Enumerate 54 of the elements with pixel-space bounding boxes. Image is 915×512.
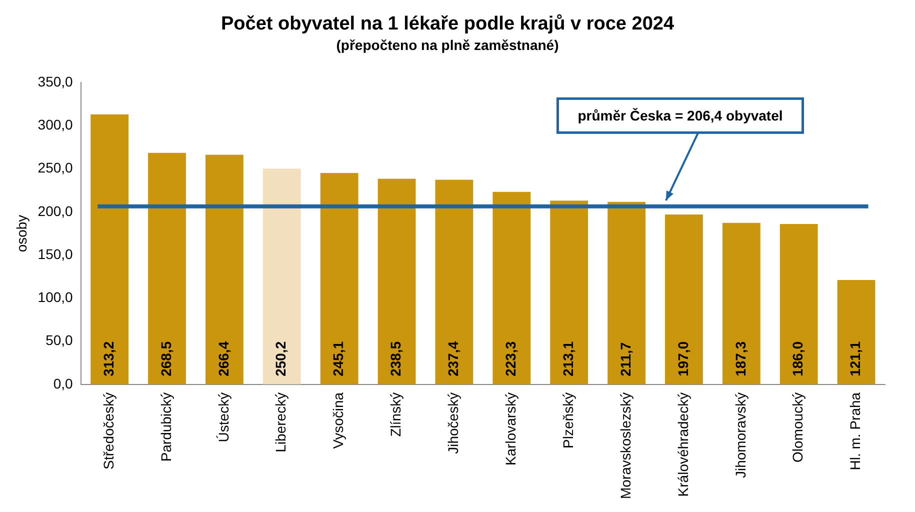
data-label: 213,1 xyxy=(560,341,576,376)
data-label: 197,0 xyxy=(674,341,691,376)
data-label: 187,3 xyxy=(732,341,748,376)
y-tick-label: 0,0 xyxy=(53,375,74,392)
x-tick-label: Olomoucký xyxy=(790,392,806,462)
x-tick-label: Pardubický xyxy=(158,392,174,462)
y-tick-label: 150,0 xyxy=(38,246,74,262)
bar xyxy=(90,114,129,384)
data-label: 237,4 xyxy=(445,341,462,376)
bar xyxy=(665,214,703,384)
y-tick-label: 250,0 xyxy=(38,160,74,176)
data-label: 121,1 xyxy=(847,341,864,376)
chart-subtitle: (přepočteno na plně zaměstnané) xyxy=(336,37,559,54)
chart-title: Počet obyvatel na 1 lékaře podle krajů v roce 2024 xyxy=(220,14,674,35)
bar xyxy=(148,152,186,384)
x-tick-label: Jihomoravský xyxy=(732,392,748,478)
x-tick-label: Královéhradecký xyxy=(674,392,691,497)
x-tick-label: Karlovarský xyxy=(502,392,518,466)
x-tick-label: Vysočina xyxy=(330,392,346,449)
x-tick-label: Hl. m. Praha xyxy=(847,392,864,470)
y-tick-label: 100,0 xyxy=(38,289,74,306)
data-label: 250,2 xyxy=(272,341,289,376)
bar xyxy=(492,192,531,384)
bar xyxy=(550,200,588,384)
bar xyxy=(262,168,301,384)
x-tick-label: Liberecký xyxy=(272,392,289,452)
y-tick-label: 350,0 xyxy=(38,73,74,90)
data-label: 268,5 xyxy=(158,341,174,376)
x-tick-label: Moravskoslezský xyxy=(617,392,634,500)
bar xyxy=(722,222,760,384)
bar xyxy=(320,173,358,384)
data-label: 238,5 xyxy=(388,341,404,376)
bar xyxy=(780,224,818,384)
bar xyxy=(837,280,876,384)
x-tick-label: Jihočeský xyxy=(445,392,462,454)
data-label: 223,3 xyxy=(502,341,518,376)
data-label: 186,0 xyxy=(790,341,806,376)
y-tick-label: 300,0 xyxy=(38,116,74,133)
y-tick-label: 50,0 xyxy=(46,332,74,348)
bar xyxy=(435,180,474,384)
data-label: 211,7 xyxy=(617,342,634,376)
bar xyxy=(608,202,646,384)
bar xyxy=(378,178,416,384)
x-tick-label: Plzeňský xyxy=(560,392,576,448)
bar xyxy=(205,154,244,384)
x-tick-label: Ústecký xyxy=(215,392,232,442)
x-tick-label: Zlínský xyxy=(388,392,404,437)
x-tick-label: Středočeský xyxy=(100,392,116,470)
y-axis-title: osoby xyxy=(13,214,30,252)
data-label: 245,1 xyxy=(330,341,346,376)
data-label: 313,2 xyxy=(100,341,116,376)
ref-line-label: průměr Česka = 206,4 obyvatel xyxy=(578,107,783,124)
y-tick-label: 200,0 xyxy=(38,202,74,219)
data-label: 266,4 xyxy=(215,341,232,376)
